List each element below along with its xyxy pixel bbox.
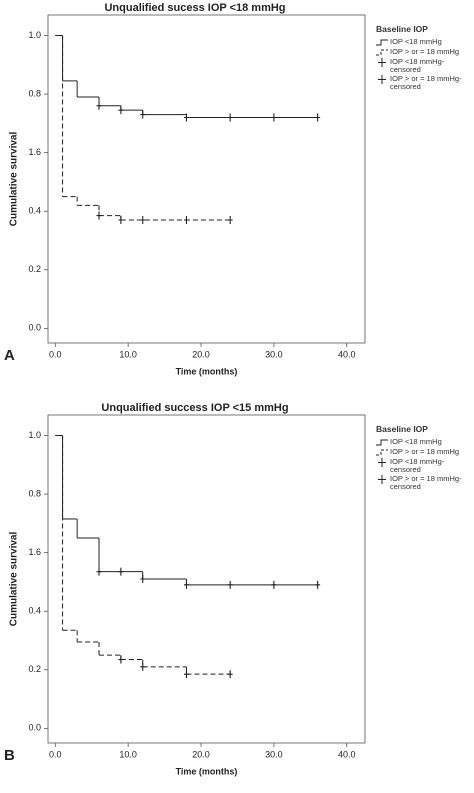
legend-line: [376, 449, 388, 456]
censor-mark: [227, 113, 233, 122]
y-tick-label: 1.6: [28, 147, 41, 157]
censor-mark: [140, 216, 146, 224]
plot-frame: [47, 14, 366, 344]
legend-icon: [376, 39, 388, 46]
censor-mark: [227, 580, 233, 589]
legend: Baseline IOP IOP <18 mmHg IOP > or = 18 mm…: [376, 424, 472, 492]
y-axis-label: Cumulative survival: [9, 532, 20, 627]
x-tick-label: 30.0: [265, 749, 283, 759]
legend-icon: [376, 439, 388, 446]
legend-label: IOP <18 mmHg: [390, 437, 442, 446]
chart-title: Unqualified success IOP <15 mmHg: [101, 402, 288, 414]
x-tick-label: 40.0: [338, 749, 356, 759]
legend-censor: [378, 75, 386, 84]
legend-line: [376, 39, 388, 46]
legend-item: IOP <18 mmHg: [376, 438, 472, 447]
censor-mark: [183, 670, 189, 679]
legend-censor: [378, 475, 386, 484]
censor-mark: [118, 216, 124, 224]
legend-label: IOP > or = 18 mmHg: [390, 47, 460, 56]
censor-mark: [271, 113, 277, 122]
y-tick-label: 1.6: [28, 547, 41, 557]
legend-item: IOP <18 mmHg: [376, 38, 472, 47]
legend-item: IOP > or = 18 mmHg: [376, 48, 472, 57]
y-tick-label: 0.2: [28, 264, 41, 274]
legend-icon: [376, 449, 388, 456]
legend-censor: [378, 458, 386, 467]
legend-icon: [378, 58, 386, 67]
y-tick-label: 1.0: [28, 30, 41, 40]
legend-line: [376, 49, 388, 56]
y-tick-label: 0.0: [28, 723, 41, 733]
censor-mark: [140, 110, 146, 119]
legend-item: IOP <18 mmHg-censored: [376, 58, 472, 74]
x-tick-label: 30.0: [265, 349, 283, 359]
x-tick-label: 0.0: [49, 749, 62, 759]
censor-mark: [96, 567, 102, 576]
legend-title: Baseline IOP: [376, 424, 428, 434]
censor-mark: [140, 575, 146, 583]
x-tick-label: 10.0: [119, 749, 137, 759]
y-tick-label: 0.4: [28, 606, 41, 616]
legend-censor: [378, 58, 386, 67]
x-tick-label: 20.0: [192, 349, 210, 359]
x-tick-label: 40.0: [338, 349, 356, 359]
x-tick-label: 20.0: [192, 749, 210, 759]
legend-icon: [378, 75, 386, 84]
y-tick-label: 0.8: [28, 488, 41, 498]
panel-label: A: [4, 347, 15, 364]
legend-item: IOP <18 mmHg-censored: [376, 458, 472, 474]
legend: Baseline IOP IOP <18 mmHg IOP > or = 18 mm…: [376, 24, 472, 92]
legend-label: IOP <18 mmHg-censored: [390, 57, 445, 74]
legend-icon: [378, 475, 386, 484]
legend-icon: [378, 458, 386, 467]
legend-label: IOP <18 mmHg-censored: [390, 457, 445, 474]
legend-label: IOP <18 mmHg: [390, 37, 442, 46]
censor-mark: [227, 216, 233, 224]
legend-line: [376, 439, 388, 446]
y-axis-label: Cumulative survival: [9, 132, 20, 227]
legend-item: IOP > or = 18 mmHg: [376, 448, 472, 457]
y-tick-label: 0.0: [28, 323, 41, 333]
censor-mark: [118, 655, 124, 664]
censor-mark: [183, 580, 189, 589]
censor-mark: [96, 211, 102, 220]
x-tick-label: 10.0: [119, 349, 137, 359]
censor-mark: [315, 113, 321, 122]
legend-label: IOP > or = 18 mmHg-censored: [390, 474, 462, 491]
censor-mark: [96, 101, 102, 110]
censor-mark: [183, 216, 189, 224]
legend-item: IOP > or = 18 mmHg-censored: [376, 475, 472, 491]
censor-mark: [118, 567, 124, 576]
y-tick-label: 0.4: [28, 206, 41, 216]
censor-mark: [118, 106, 124, 115]
legend-label: IOP > or = 18 mmHg-censored: [390, 74, 462, 91]
plot-frame: [47, 414, 366, 744]
legend-title: Baseline IOP: [376, 24, 428, 34]
panel-label: B: [4, 747, 15, 764]
censor-mark: [140, 662, 146, 671]
y-tick-label: 1.0: [28, 430, 41, 440]
censor-mark: [183, 113, 189, 122]
legend-item: IOP > or = 18 mmHg-censored: [376, 75, 472, 91]
x-axis-label: Time (months): [176, 366, 238, 376]
censor-mark: [227, 670, 233, 679]
chart: Unqualified success IOP <15 mmHg B Time (m…: [4, 402, 366, 776]
censor-mark: [271, 580, 277, 589]
chart-title: Unqualified sucess IOP <18 mmHg: [104, 2, 285, 14]
legend-icon: [376, 49, 388, 56]
y-tick-label: 0.8: [28, 88, 41, 98]
chart: Unqualified sucess IOP <18 mmHg A Time (mo…: [4, 2, 366, 376]
censor-mark: [315, 580, 321, 589]
x-tick-label: 0.0: [49, 349, 62, 359]
legend-label: IOP > or = 18 mmHg: [390, 447, 460, 456]
y-tick-label: 0.2: [28, 664, 41, 674]
x-axis-label: Time (months): [176, 766, 238, 776]
